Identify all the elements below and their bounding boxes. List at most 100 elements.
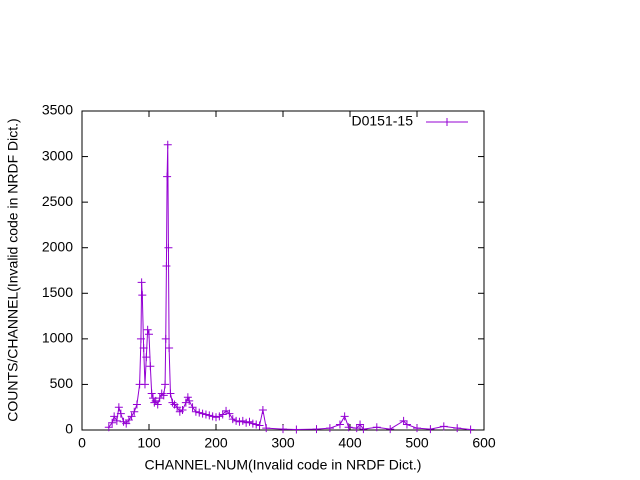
data-point (248, 419, 257, 428)
data-point (132, 400, 141, 409)
data-point (212, 413, 220, 422)
legend-marker (443, 118, 451, 126)
data-point (164, 243, 173, 252)
data-point (147, 389, 156, 398)
y-tick-label: 2500 (42, 193, 73, 209)
data-point (127, 412, 136, 421)
data-point (359, 425, 368, 434)
data-point (140, 380, 149, 389)
data-point (183, 393, 192, 402)
data-point (335, 420, 344, 429)
data-point (188, 403, 197, 412)
y-tick-label: 3500 (42, 102, 73, 118)
y-tick-label: 2000 (42, 238, 73, 254)
data-point (130, 407, 139, 416)
data-point (466, 425, 475, 434)
data-point (372, 423, 381, 432)
data-point (114, 403, 123, 412)
x-tick-label: 200 (204, 435, 228, 451)
data-point (168, 398, 177, 407)
data-point (181, 398, 190, 407)
data-point (178, 405, 187, 414)
data-point (195, 408, 204, 417)
data-point (218, 410, 227, 419)
data-point (201, 410, 210, 419)
plot-border (81, 110, 485, 431)
data-point (228, 415, 237, 424)
data-point (439, 422, 448, 431)
data-point (242, 418, 251, 427)
data-point (166, 389, 175, 398)
data-point (245, 417, 254, 426)
y-tick-label: 1000 (42, 330, 73, 346)
data-point (110, 412, 119, 421)
data-point (325, 424, 334, 433)
data-point (292, 425, 301, 434)
data-point (146, 362, 155, 371)
data-point (352, 424, 361, 433)
data-point (279, 425, 287, 434)
data-point (143, 325, 152, 334)
data-point (139, 343, 148, 352)
data-point (262, 424, 271, 433)
data-point (162, 261, 171, 270)
data-point (151, 396, 160, 405)
data-point (232, 416, 241, 425)
data-point (191, 407, 200, 416)
x-tick-label: 100 (137, 435, 161, 451)
data-point (453, 424, 462, 433)
x-tick-label: 600 (472, 435, 496, 451)
data-point (426, 425, 435, 434)
data-point (399, 416, 408, 425)
data-point (142, 353, 151, 362)
data-point (235, 417, 244, 426)
data-point (205, 411, 214, 420)
data-point (104, 423, 113, 432)
y-tick-label: 0 (65, 421, 73, 437)
data-point (165, 343, 174, 352)
data-point (312, 425, 321, 434)
data-point (137, 278, 146, 287)
data-point (163, 172, 172, 181)
data-point (185, 396, 194, 405)
data-point (340, 412, 349, 421)
data-point (108, 418, 117, 427)
y-tick-label: 3000 (42, 147, 73, 163)
data-point (225, 409, 234, 418)
data-point (153, 400, 162, 409)
data-point (173, 403, 182, 412)
data-point (161, 334, 170, 343)
data-point (215, 412, 224, 421)
data-point (159, 391, 168, 400)
data-point (344, 423, 353, 432)
data-point (112, 416, 121, 425)
legend-label: D0151-15 (352, 113, 414, 129)
data-point (145, 330, 153, 339)
x-tick-label: 400 (338, 435, 362, 451)
y-tick-label: 1500 (42, 284, 73, 300)
data-point (255, 421, 264, 430)
x-tick-label: 0 (78, 435, 86, 451)
data-point (198, 409, 207, 418)
data-point (161, 380, 170, 389)
data-point (238, 416, 247, 425)
data-point (136, 334, 145, 343)
data-point (386, 425, 395, 434)
data-point (252, 420, 261, 429)
data-point (163, 140, 172, 149)
y-tick-label: 500 (50, 375, 74, 391)
data-point (116, 409, 125, 418)
data-point (356, 420, 365, 429)
data-point (413, 424, 421, 433)
data-point (157, 389, 166, 398)
x-axis-label: CHANNEL-NUM(Invalid code in NRDF Dict.) (145, 457, 422, 473)
data-point (150, 398, 159, 407)
y-axis-label: COUNTS/CHANNEL(Invalid code in NRDF Dict… (5, 118, 21, 421)
data-point (208, 412, 217, 421)
data-point (138, 291, 147, 300)
data-point (402, 420, 411, 429)
data-point (258, 405, 267, 414)
data-point (155, 394, 164, 403)
x-tick-label: 500 (405, 435, 429, 451)
